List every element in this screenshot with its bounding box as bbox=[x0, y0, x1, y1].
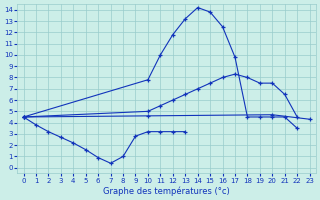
X-axis label: Graphe des températures (°c): Graphe des températures (°c) bbox=[103, 186, 230, 196]
